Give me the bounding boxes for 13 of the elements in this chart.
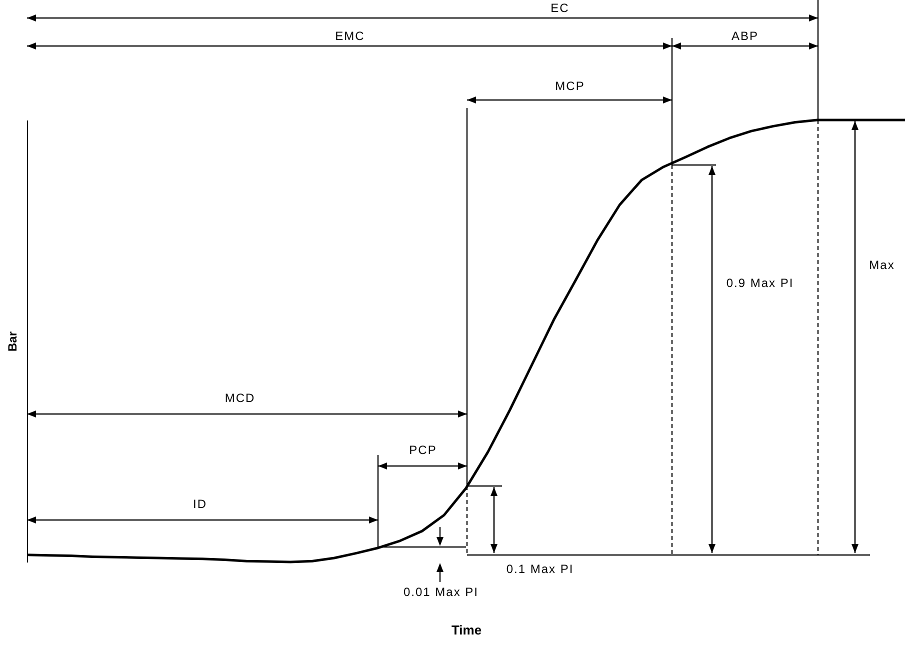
annotation: ID	[193, 497, 207, 511]
annotation: 0.9 Max PI	[726, 276, 794, 290]
text: 0.01 Max PI	[403, 585, 479, 599]
text: EMC	[335, 29, 365, 43]
text: ABP	[731, 29, 759, 43]
annotation: 0.1 Max PI	[506, 562, 574, 576]
text: MCP	[555, 79, 585, 93]
annotation: Max	[869, 258, 895, 272]
annotation: PCP	[409, 443, 437, 457]
y-axis-title: Bar	[6, 331, 20, 352]
annotation: MCD	[224, 391, 256, 405]
x-axis-title: Time	[451, 622, 482, 638]
text: EC	[550, 1, 570, 15]
